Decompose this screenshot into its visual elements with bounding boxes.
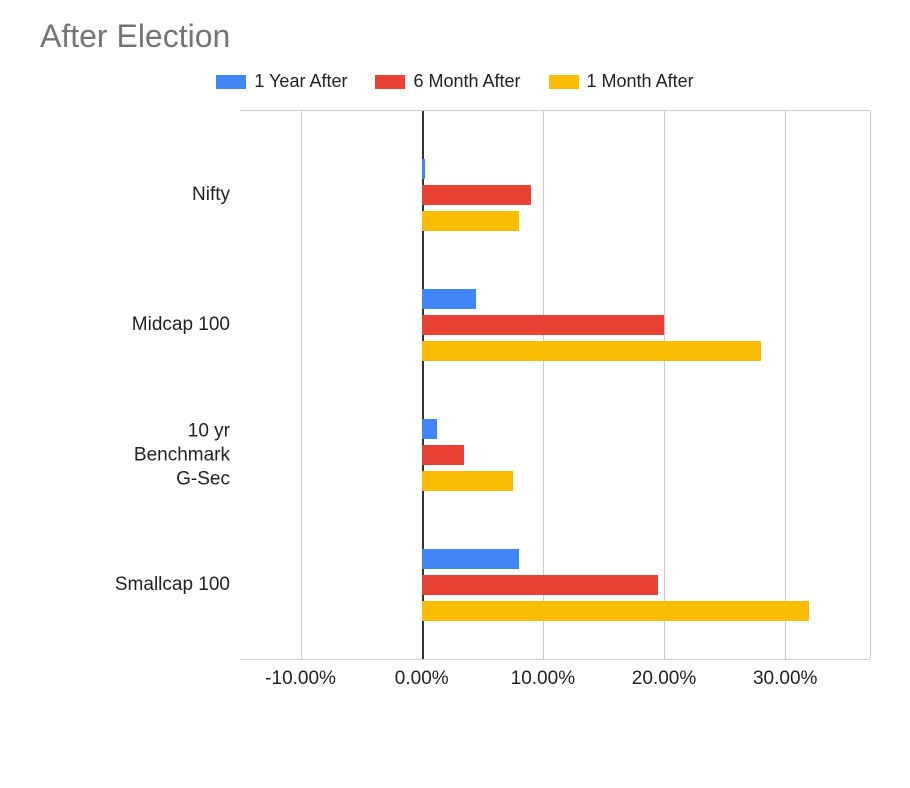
category-label: Smallcap 100 [115,573,230,597]
plot: -10.00% 0.00% 10.00% 20.00% 30.00% Nifty Midca… [40,110,870,700]
bar [422,315,664,335]
legend-swatch [216,75,246,89]
category-label: 10 yrBenchmarkG-Sec [134,419,230,490]
category-group: Smallcap 100 [40,530,870,640]
gridline [870,111,871,659]
category-group: 10 yrBenchmarkG-Sec [40,400,870,510]
x-tick-label: 0.00% [395,668,449,690]
legend-label: 1 Year After [254,71,347,92]
category-label: Nifty [192,183,230,207]
bar [422,575,658,595]
bar [422,445,464,465]
legend-item: 1 Month After [549,71,694,92]
bar [422,185,531,205]
category-group: Midcap 100 [40,270,870,380]
chart-container: After Election 1 Year After 6 Month After… [40,18,870,700]
x-tick-label: 10.00% [511,668,575,690]
legend-label: 1 Month After [587,71,694,92]
legend-swatch [549,75,579,89]
bar [422,211,519,231]
legend-item: 1 Year After [216,71,347,92]
x-tick-label: 20.00% [632,668,696,690]
legend-label: 6 Month After [413,71,520,92]
x-tick-label: 30.00% [753,668,817,690]
category-label: Midcap 100 [132,313,230,337]
legend: 1 Year After 6 Month After 1 Month After [40,71,870,92]
x-tick-label: -10.00% [265,668,336,690]
bar [422,601,810,621]
chart-title: After Election [40,18,870,55]
bar [422,289,477,309]
bar [422,419,438,439]
bar [422,471,513,491]
category-group: Nifty [40,140,870,250]
bar [422,549,519,569]
legend-item: 6 Month After [375,71,520,92]
bar [422,341,761,361]
bar [422,159,426,179]
legend-swatch [375,75,405,89]
